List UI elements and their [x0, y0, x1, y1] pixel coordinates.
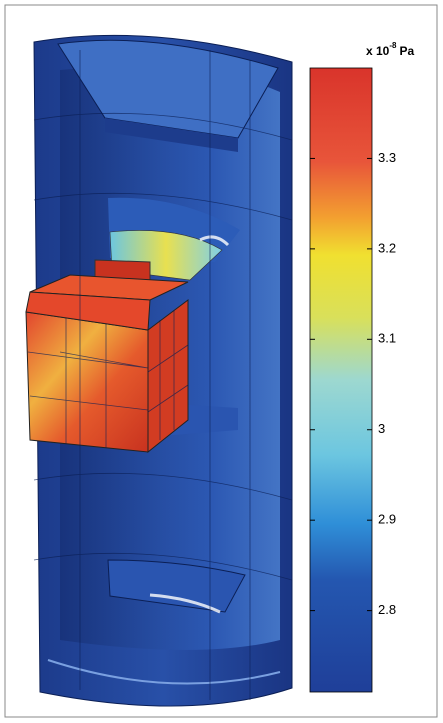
figure: x 10-8Pa 2.8 2.9 3 3.1 3.2 3.3 [0, 0, 443, 723]
label-unit: Pa [399, 44, 414, 58]
label-exponent: -8 [389, 41, 397, 50]
model-rendering [26, 35, 292, 706]
tick-label: 2.9 [378, 512, 396, 527]
tick-label: 3.1 [378, 331, 396, 346]
label-prefix: x 10 [366, 44, 390, 58]
tick-label: 3 [378, 421, 385, 436]
tick-label: 2.8 [378, 602, 396, 617]
colorbar [310, 68, 372, 692]
tick-label: 3.3 [378, 150, 396, 165]
tick-label: 3.2 [378, 240, 396, 255]
